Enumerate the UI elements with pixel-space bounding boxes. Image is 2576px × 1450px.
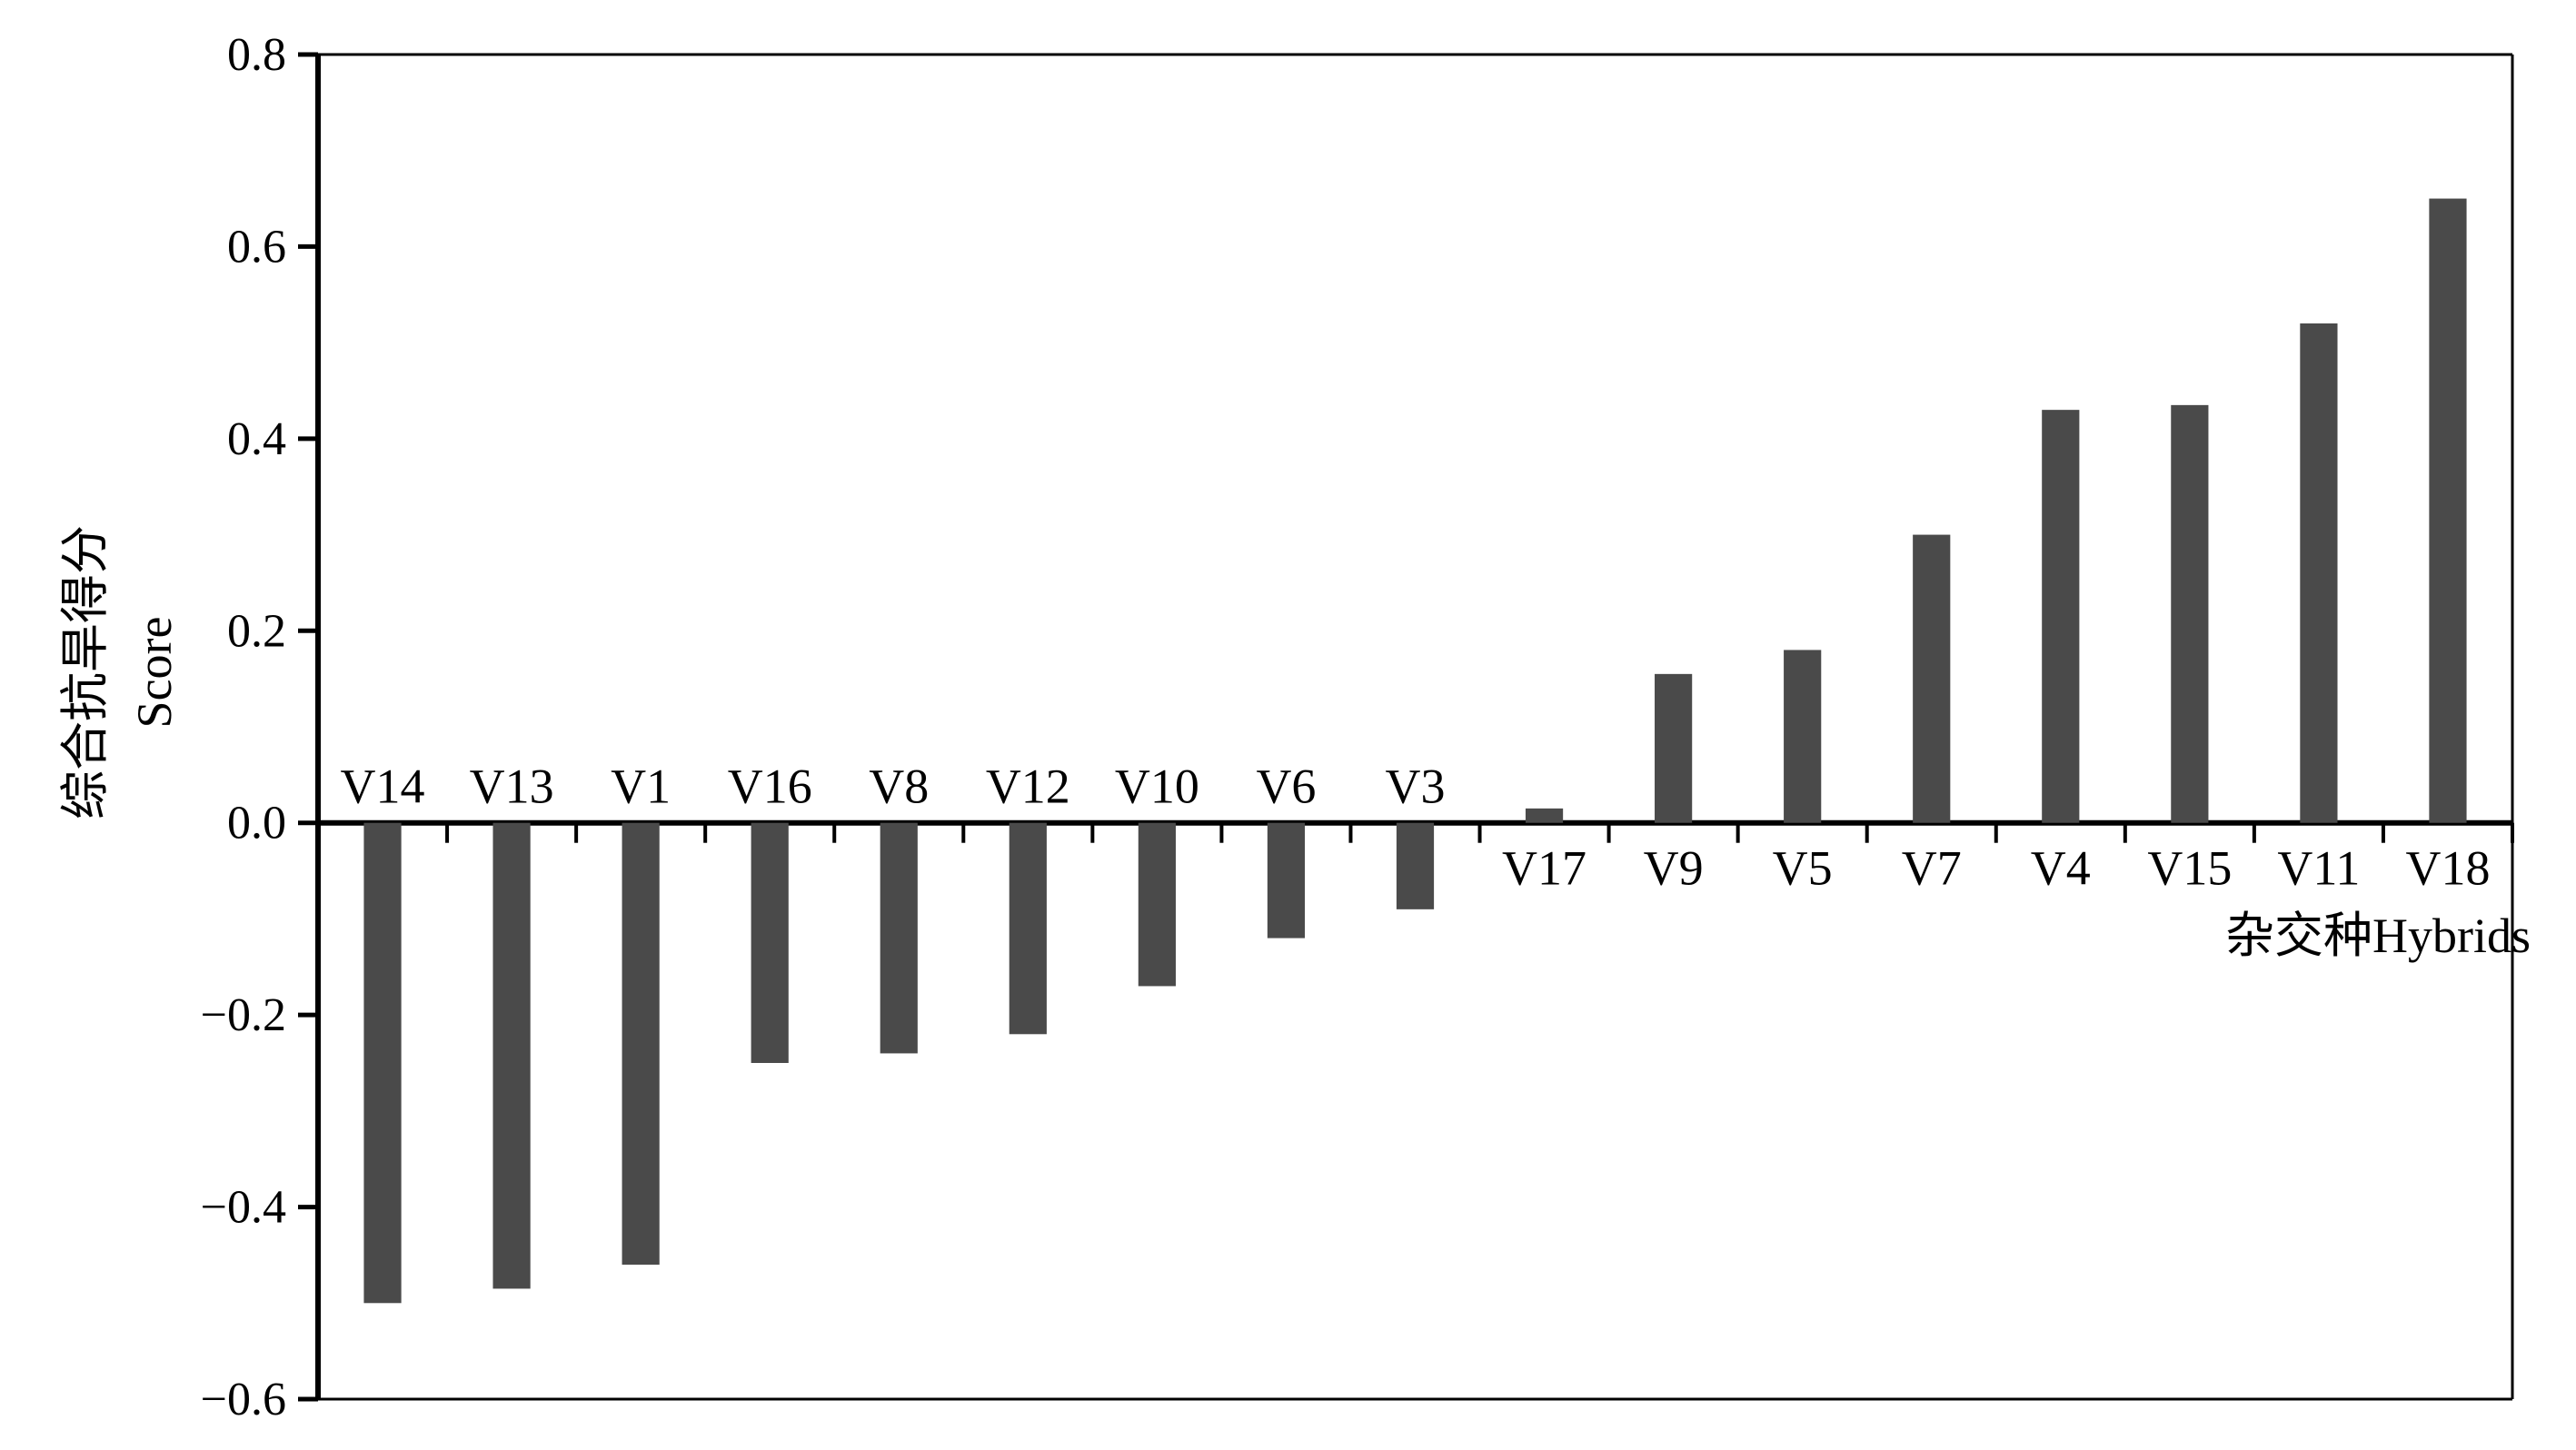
y-tick-label: −0.6 xyxy=(201,1374,286,1425)
category-label-V14: V14 xyxy=(341,760,425,814)
category-label-V5: V5 xyxy=(1773,841,1833,896)
y-tick-label: −0.2 xyxy=(201,989,286,1041)
plot-frame xyxy=(315,53,2514,1401)
category-label-V16: V16 xyxy=(728,760,812,814)
bar-V4 xyxy=(2042,410,2080,823)
bar-V9 xyxy=(1655,673,1693,823)
bar-V3 xyxy=(1396,822,1435,909)
category-label-V12: V12 xyxy=(986,760,1070,814)
y-tick-label: −0.4 xyxy=(201,1182,286,1234)
y-tick-label: 0.6 xyxy=(227,221,286,273)
category-label-V18: V18 xyxy=(2405,841,2490,896)
bar-V7 xyxy=(1913,534,1951,823)
bar-V8 xyxy=(880,822,918,1054)
category-label-V7: V7 xyxy=(1902,841,1962,896)
category-label-V6: V6 xyxy=(1256,760,1316,814)
y-axis-title-chinese: 综合抗旱得分 xyxy=(58,525,113,819)
bar-V16 xyxy=(751,822,789,1063)
bar-V11 xyxy=(2300,323,2338,823)
category-label-V10: V10 xyxy=(1115,760,1199,814)
y-tick-label: 0.8 xyxy=(227,29,286,81)
bar-V14 xyxy=(363,822,402,1304)
y-tick-label: 0.4 xyxy=(227,413,286,465)
y-tick-label: 0.0 xyxy=(227,798,286,849)
bars xyxy=(363,198,2467,1304)
y-axis-title-english: Score xyxy=(127,617,182,729)
bar-V6 xyxy=(1267,822,1306,939)
bar-V15 xyxy=(2171,404,2209,823)
category-labels: V14 V13 V1 V16 V8 V12 V10 V6 V3 V17 V9 V5 V7 V4 V15 V11… xyxy=(341,760,2491,896)
bar-V12 xyxy=(1009,822,1047,1035)
category-label-V1: V1 xyxy=(611,760,671,814)
category-label-V17: V17 xyxy=(1502,841,1586,896)
y-tick-label: 0.2 xyxy=(227,605,286,657)
bar-V13 xyxy=(492,822,531,1289)
bar-V18 xyxy=(2429,198,2467,823)
x-axis-title: 杂交种Hybrids xyxy=(2225,909,2531,963)
category-label-V15: V15 xyxy=(2147,841,2232,896)
category-label-V3: V3 xyxy=(1386,760,1446,814)
bar-V5 xyxy=(1784,650,1822,823)
bar-V10 xyxy=(1138,822,1176,987)
y-axis-ticks: 0.8 0.6 0.4 0.2 0.0 −0.2 −0.4 −0.6 xyxy=(201,29,318,1425)
category-label-V8: V8 xyxy=(869,760,929,814)
bar-V1 xyxy=(622,822,660,1265)
category-label-V13: V13 xyxy=(470,760,554,814)
category-label-V4: V4 xyxy=(2031,841,2091,896)
category-label-V11: V11 xyxy=(2277,841,2360,896)
bar-V17 xyxy=(1525,808,1564,823)
category-label-V9: V9 xyxy=(1644,841,1704,896)
